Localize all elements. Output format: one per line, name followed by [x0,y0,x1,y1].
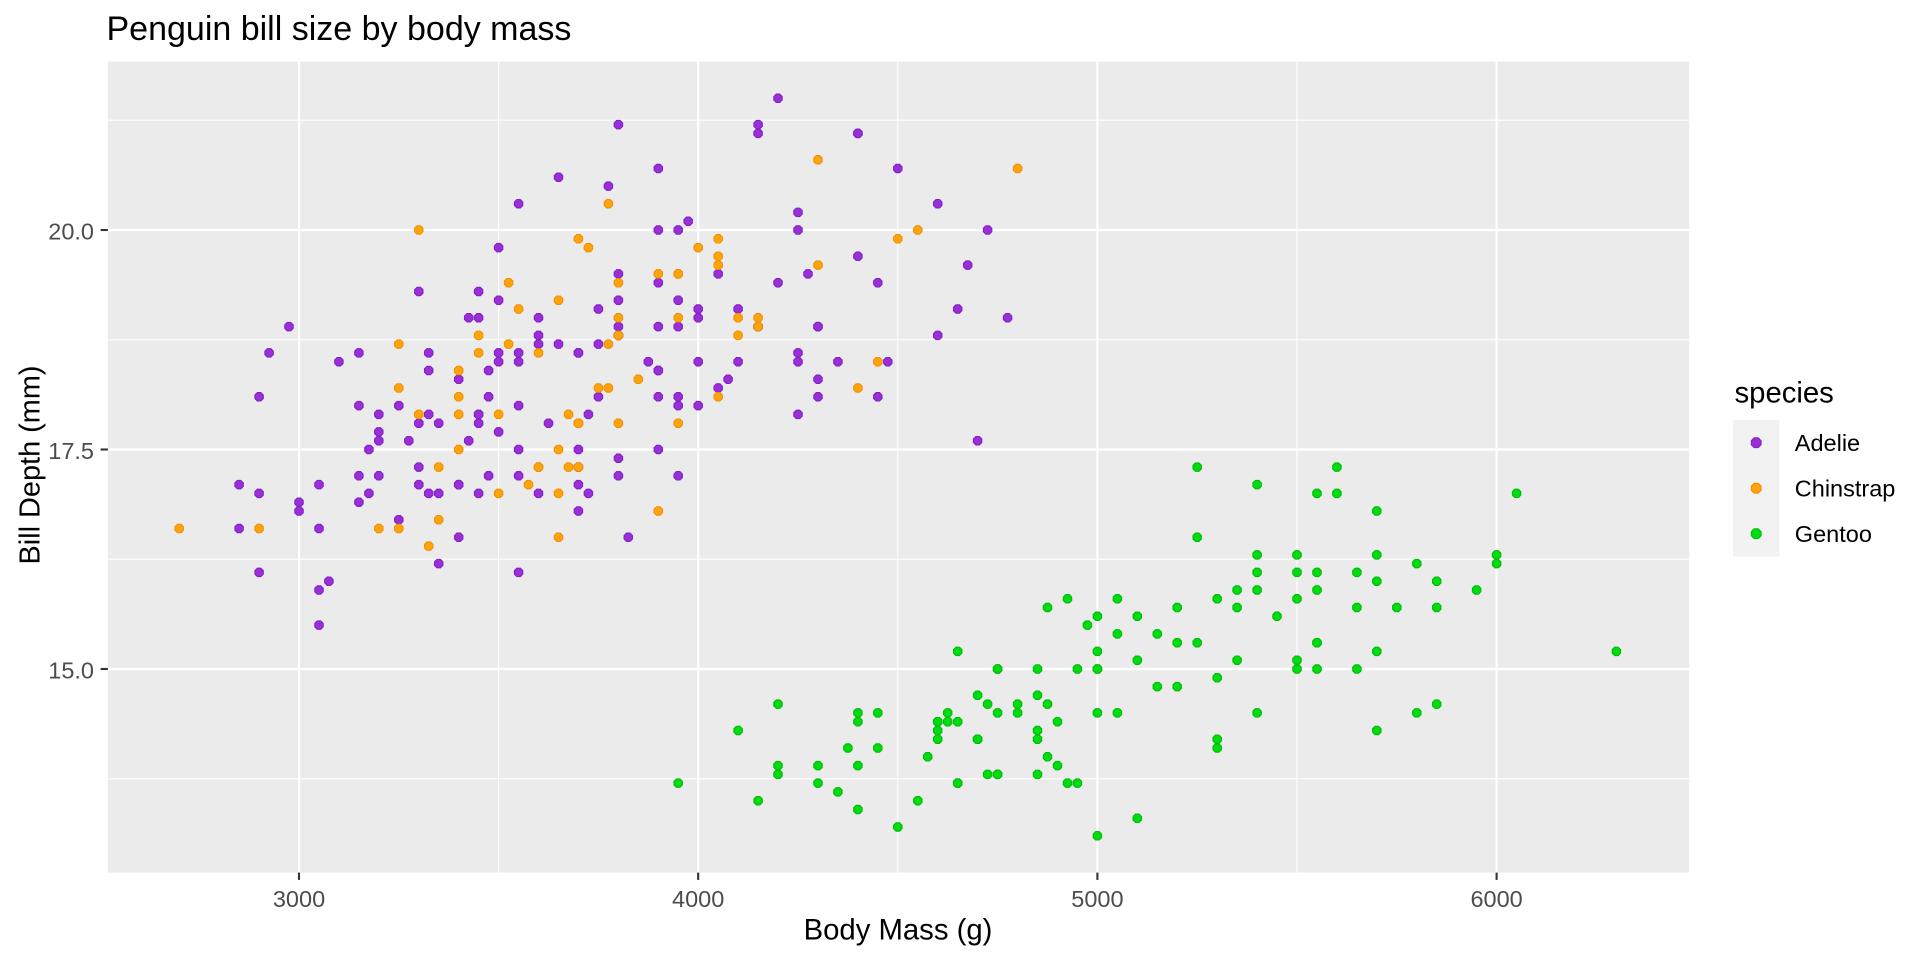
svg-text:20.0: 20.0 [48,219,94,245]
svg-text:Chinstrap: Chinstrap [1795,476,1896,502]
svg-text:15.0: 15.0 [48,658,94,684]
svg-text:3000: 3000 [273,886,325,912]
svg-text:6000: 6000 [1470,886,1522,912]
svg-text:Penguin bill size by body mass: Penguin bill size by body mass [107,10,572,48]
svg-text:Gentoo: Gentoo [1795,521,1872,547]
svg-text:17.5: 17.5 [48,438,94,464]
svg-text:species: species [1735,376,1834,409]
svg-text:Adelie: Adelie [1795,430,1860,456]
svg-text:4000: 4000 [672,886,724,912]
svg-text:Bill Depth (mm): Bill Depth (mm) [15,365,47,564]
svg-text:Body Mass (g): Body Mass (g) [804,914,993,947]
svg-text:5000: 5000 [1071,886,1123,912]
